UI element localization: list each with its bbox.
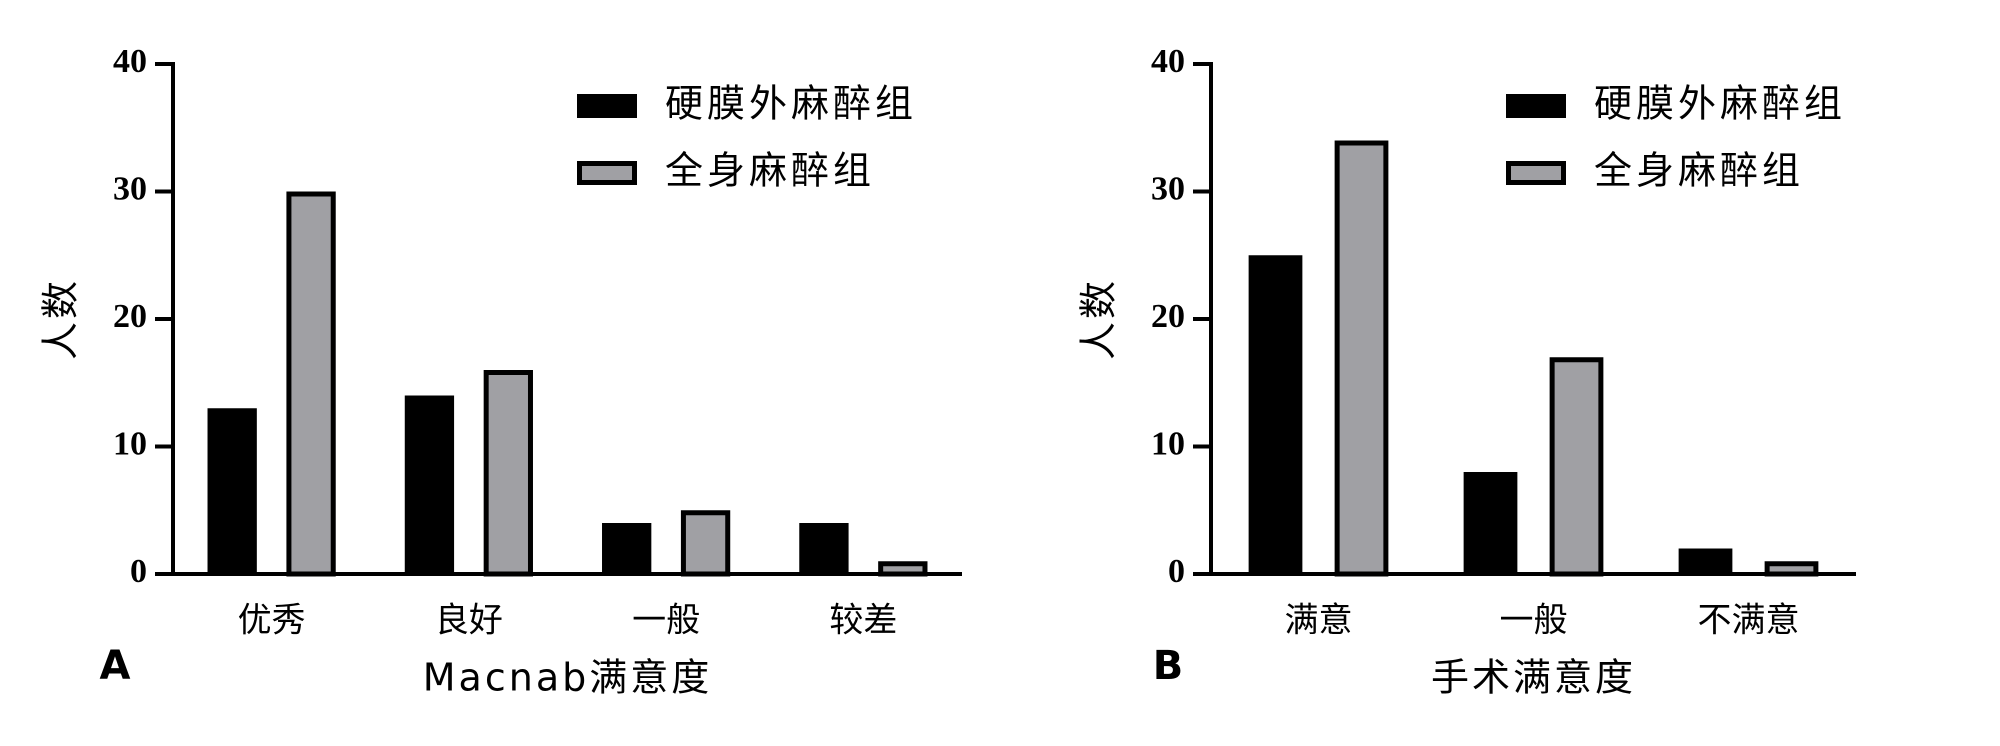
y-tick-label: 30 xyxy=(1151,170,1185,207)
x-tick-label: 一般 xyxy=(632,601,700,641)
y-tick-label: 40 xyxy=(1151,43,1185,80)
y-tick-label: 0 xyxy=(1168,553,1185,590)
bar xyxy=(207,408,257,574)
panel-label: B xyxy=(1153,643,1184,689)
legend-label: 全身麻醉组 xyxy=(665,149,875,193)
bar xyxy=(1549,357,1604,577)
bar xyxy=(1334,140,1389,577)
legend-label: 硬膜外麻醉组 xyxy=(665,82,917,126)
bar xyxy=(404,395,455,574)
bar xyxy=(680,510,731,577)
bar xyxy=(483,370,533,577)
legend-swatch xyxy=(1506,161,1566,185)
y-tick-label: 10 xyxy=(1151,425,1185,462)
x-axis-label: Macnab满意度 xyxy=(423,656,712,700)
x-tick-label: 良好 xyxy=(435,601,503,641)
legend-swatch xyxy=(577,94,637,118)
bar xyxy=(602,523,652,574)
bar xyxy=(1463,472,1518,574)
y-axis-label: 人数 xyxy=(1077,278,1121,360)
x-axis-label: 手术满意度 xyxy=(1431,656,1636,700)
y-tick-label: 20 xyxy=(113,298,147,335)
x-tick-label: 优秀 xyxy=(238,601,306,641)
bar xyxy=(286,191,336,577)
legend-label: 硬膜外麻醉组 xyxy=(1594,82,1846,126)
x-tick-label: 一般 xyxy=(1500,601,1568,641)
y-tick-label: 30 xyxy=(113,170,147,207)
x-tick-label: 不满意 xyxy=(1698,601,1800,641)
y-tick-label: 0 xyxy=(130,553,147,590)
legend-swatch xyxy=(577,161,637,185)
y-tick-label: 20 xyxy=(1151,298,1185,335)
bar xyxy=(1248,255,1303,574)
y-tick-label: 10 xyxy=(113,425,147,462)
legend-swatch xyxy=(1506,94,1566,118)
y-axis-label: 人数 xyxy=(39,278,83,360)
x-tick-label: 较差 xyxy=(829,601,897,641)
panel-label: A xyxy=(100,643,131,689)
x-tick-label: 满意 xyxy=(1285,601,1353,641)
bar xyxy=(799,523,849,574)
y-tick-label: 40 xyxy=(113,43,147,80)
legend-label: 全身麻醉组 xyxy=(1594,149,1804,193)
bar xyxy=(1678,548,1733,574)
